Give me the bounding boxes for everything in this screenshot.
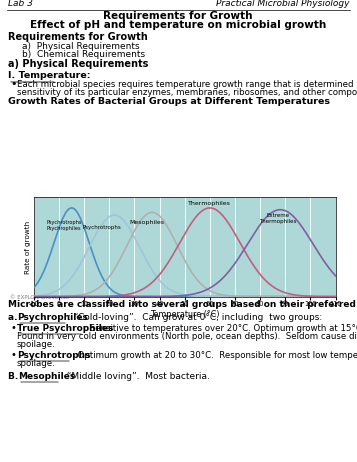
Text: Psychrotrophs: Psychrotrophs — [82, 225, 121, 230]
Text: spoilage.: spoilage. — [17, 359, 56, 368]
Text: a)  Physical Requirements: a) Physical Requirements — [22, 42, 140, 51]
Text: Psychrotrophs: Psychrotrophs — [17, 351, 91, 360]
Text: sensitivity of its particular enzymes, membranes, ribosomes, and other component: sensitivity of its particular enzymes, m… — [17, 88, 357, 97]
Text: Requirements for Growth: Requirements for Growth — [8, 32, 148, 42]
Text: •: • — [10, 79, 16, 89]
Text: Growth Rates of Bacterial Groups at Different Temperatures: Growth Rates of Bacterial Groups at Diff… — [8, 97, 330, 106]
Text: I. Temperature:: I. Temperature: — [8, 71, 91, 80]
X-axis label: Temperature (°C): Temperature (°C) — [150, 310, 220, 318]
Text: True Psychrophiles: True Psychrophiles — [17, 324, 114, 333]
Text: •: • — [10, 350, 16, 360]
Text: Practical Microbial Physiology: Practical Microbial Physiology — [216, 0, 349, 8]
Text: a.: a. — [8, 313, 21, 322]
Text: Effect of pH and temperature on microbial growth: Effect of pH and temperature on microbia… — [30, 20, 326, 30]
Text: : Sensitive to temperatures over 20°C. Optimum growth at 15°C or below.: : Sensitive to temperatures over 20°C. O… — [84, 324, 357, 333]
Text: Microbes are classified into several groups based on their preferred temperature: Microbes are classified into several gro… — [8, 300, 357, 309]
Text: Extreme
Thermophiles: Extreme Thermophiles — [259, 213, 296, 224]
Text: : “Middle loving”.  Most bacteria.: : “Middle loving”. Most bacteria. — [61, 372, 210, 381]
Y-axis label: Rate of growth: Rate of growth — [25, 220, 31, 274]
Text: Each microbial species requires temperature growth range that is determined by t: Each microbial species requires temperat… — [17, 80, 357, 89]
Text: Found in very cold environments (North pole, ocean depths).  Seldom cause diseas: Found in very cold environments (North p… — [17, 332, 357, 341]
Text: Psychrotrophs
Psychrophiles: Psychrotrophs Psychrophiles — [46, 220, 82, 231]
Text: Mesophiles: Mesophiles — [130, 220, 165, 225]
Text: © EXPLORABIOVERSE: © EXPLORABIOVERSE — [10, 295, 69, 300]
Text: a) Physical Requirements: a) Physical Requirements — [8, 59, 149, 69]
Text: B.: B. — [8, 372, 21, 381]
Text: Mesophiles: Mesophiles — [18, 372, 75, 381]
Text: b)  Chemical Requirements: b) Chemical Requirements — [22, 50, 145, 59]
Text: : Optimum growth at 20 to 30°C.  Responsible for most low temperature food: : Optimum growth at 20 to 30°C. Responsi… — [72, 351, 357, 360]
Text: Thermophiles: Thermophiles — [188, 201, 231, 206]
Text: Lab 3: Lab 3 — [8, 0, 33, 8]
Text: •: • — [10, 323, 16, 333]
Text: Requirements for Growth: Requirements for Growth — [103, 11, 253, 21]
Text: spoilage.: spoilage. — [17, 340, 56, 349]
Text: : “Cold-loving”.  Can grow at 0°C, including  two groups:: : “Cold-loving”. Can grow at 0°C, includ… — [68, 313, 322, 322]
Text: Psychrophiles: Psychrophiles — [17, 313, 88, 322]
